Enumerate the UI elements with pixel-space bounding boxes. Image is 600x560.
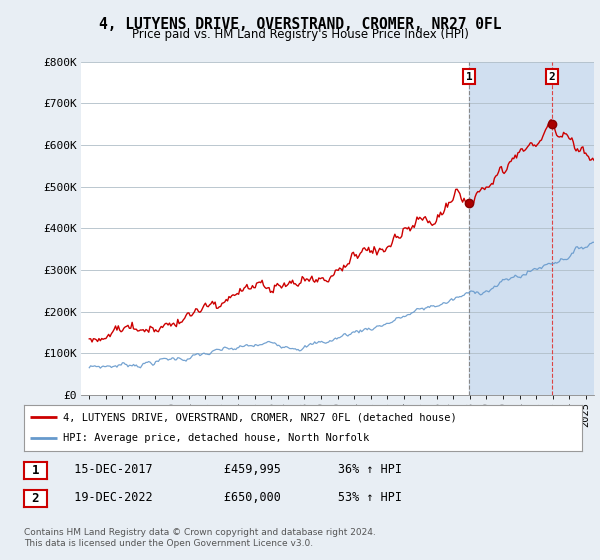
Text: 4, LUTYENS DRIVE, OVERSTRAND, CROMER, NR27 0FL: 4, LUTYENS DRIVE, OVERSTRAND, CROMER, NR… [99, 17, 501, 32]
Text: 15-DEC-2017          £459,995        36% ↑ HPI: 15-DEC-2017 £459,995 36% ↑ HPI [60, 463, 402, 476]
Text: Price paid vs. HM Land Registry's House Price Index (HPI): Price paid vs. HM Land Registry's House … [131, 28, 469, 41]
Text: 19-DEC-2022          £650,000        53% ↑ HPI: 19-DEC-2022 £650,000 53% ↑ HPI [60, 491, 402, 504]
Bar [469, 62, 594, 395]
Text: HPI: Average price, detached house, North Norfolk: HPI: Average price, detached house, Nort… [63, 433, 370, 444]
Text: 2: 2 [548, 72, 556, 82]
Text: 4, LUTYENS DRIVE, OVERSTRAND, CROMER, NR27 0FL (detached house): 4, LUTYENS DRIVE, OVERSTRAND, CROMER, NR… [63, 412, 457, 422]
Text: 1: 1 [32, 464, 39, 477]
Text: Contains HM Land Registry data © Crown copyright and database right 2024.
This d: Contains HM Land Registry data © Crown c… [24, 528, 376, 548]
Text: 2: 2 [32, 492, 39, 505]
Text: 1: 1 [466, 72, 473, 82]
